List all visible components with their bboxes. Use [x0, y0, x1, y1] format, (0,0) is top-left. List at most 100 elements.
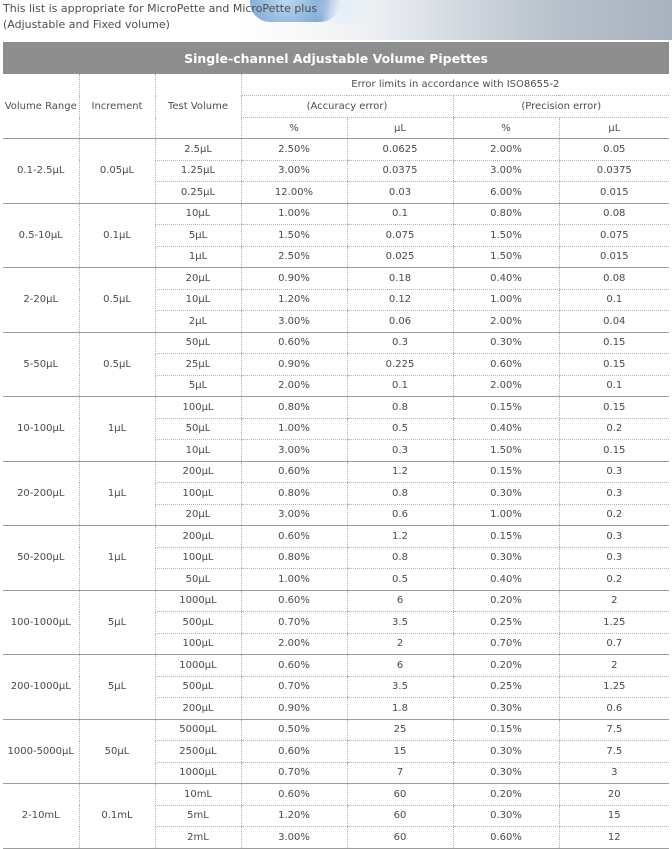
- accuracy-ul-cell: 0.5: [346, 418, 453, 440]
- precision-percent-cell: 0.30%: [452, 805, 559, 827]
- increment-cell: 0.5μL: [78, 332, 155, 397]
- accuracy-ul-cell: 0.03: [346, 181, 453, 204]
- accuracy-ul-cell: 0.3: [346, 332, 453, 354]
- accuracy-percent-cell: 0.60%: [240, 590, 347, 612]
- precision-ul-cell: 1.25: [558, 611, 670, 634]
- test-volume-cell: 500μL: [154, 611, 241, 634]
- accuracy-ul-cell: 6: [346, 654, 453, 677]
- table-row: 50μL 1.00% 0.5 0.40% 0.2: [3, 568, 670, 591]
- test-volume-cell: 5μL: [154, 375, 241, 397]
- increment-cell: 0.05μL: [78, 138, 155, 204]
- table-body: 0.1-2.5μL 0.05μL 2.5μL 2.50% 0.0625 2.00% 0.05…: [3, 138, 670, 849]
- header-accuracy: (Accuracy error): [240, 95, 453, 118]
- accuracy-ul-cell: 1.8: [346, 697, 453, 720]
- test-volume-cell: 2μL: [154, 310, 241, 333]
- accuracy-ul-cell: 0.18: [346, 267, 453, 290]
- increment-cell: 0.5μL: [78, 267, 155, 333]
- increment-cell: 1μL: [78, 461, 155, 526]
- increment-cell: 5μL: [78, 654, 155, 720]
- accuracy-percent-cell: 1.00%: [240, 418, 347, 440]
- header-increment: Increment: [78, 74, 155, 139]
- accuracy-ul-cell: 3.5: [346, 611, 453, 634]
- accuracy-ul-cell: 0.8: [346, 396, 453, 419]
- accuracy-ul-cell: 6: [346, 590, 453, 612]
- test-volume-cell: 100μL: [154, 396, 241, 419]
- precision-percent-cell: 0.40%: [452, 418, 559, 440]
- test-volume-cell: 10μL: [154, 439, 241, 462]
- precision-percent-cell: 1.50%: [452, 246, 559, 268]
- accuracy-percent-cell: 1.20%: [240, 289, 347, 311]
- accuracy-percent-cell: 0.80%: [240, 396, 347, 419]
- precision-ul-cell: 0.15: [558, 332, 670, 354]
- precision-percent-cell: 0.20%: [452, 590, 559, 612]
- accuracy-ul-cell: 3.5: [346, 676, 453, 698]
- precision-ul-cell: 0.6: [558, 697, 670, 720]
- table-row: 500μL 0.70% 3.5 0.25% 1.25: [3, 676, 670, 698]
- accuracy-ul-cell: 0.225: [346, 353, 453, 376]
- accuracy-ul-cell: 0.12: [346, 289, 453, 311]
- header-banner: This list is appropriate for MicroPette …: [0, 0, 672, 40]
- accuracy-percent-cell: 1.00%: [240, 568, 347, 591]
- accuracy-percent-cell: 0.50%: [240, 719, 347, 741]
- accuracy-ul-cell: 0.8: [346, 482, 453, 505]
- volume-range-cell: 10-100μL: [3, 396, 79, 462]
- accuracy-percent-cell: 3.00%: [240, 310, 347, 333]
- precision-percent-cell: 3.00%: [452, 160, 559, 182]
- accuracy-ul-cell: 25: [346, 719, 453, 741]
- table-row: 10-100μL 1μL 100μL 0.80% 0.8 0.15% 0.15: [3, 396, 670, 462]
- precision-ul-cell: 0.1: [558, 375, 670, 397]
- precision-percent-cell: 0.30%: [452, 482, 559, 505]
- precision-ul-cell: 0.0375: [558, 160, 670, 182]
- accuracy-ul-cell: 0.5: [346, 568, 453, 591]
- table-row: 500μL 0.70% 3.5 0.25% 1.25: [3, 611, 670, 634]
- precision-percent-cell: 0.30%: [452, 547, 559, 569]
- table-row: 5mL 1.20% 60 0.30% 15: [3, 805, 670, 827]
- precision-percent-cell: 0.30%: [452, 740, 559, 763]
- accuracy-percent-cell: 0.90%: [240, 697, 347, 720]
- accuracy-percent-cell: 0.60%: [240, 783, 347, 806]
- accuracy-ul-cell: 7: [346, 762, 453, 784]
- precision-percent-cell: 0.15%: [452, 525, 559, 548]
- table-row: 1.25μL 3.00% 0.0375 3.00% 0.0375: [3, 160, 670, 182]
- accuracy-ul-cell: 0.0375: [346, 160, 453, 182]
- test-volume-cell: 2500μL: [154, 740, 241, 763]
- table-row: 2μL 3.00% 0.06 2.00% 0.04: [3, 310, 670, 333]
- header-accuracy-ul: μL: [346, 117, 453, 139]
- table-row: 0.25μL 12.00% 0.03 6.00% 0.015: [3, 181, 670, 204]
- accuracy-ul-cell: 1.2: [346, 525, 453, 548]
- precision-percent-cell: 0.60%: [452, 353, 559, 376]
- accuracy-percent-cell: 0.60%: [240, 740, 347, 763]
- precision-percent-cell: 0.40%: [452, 568, 559, 591]
- accuracy-percent-cell: 0.80%: [240, 547, 347, 569]
- volume-range-cell: 20-200μL: [3, 461, 79, 526]
- table-row: 20μL 3.00% 0.6 1.00% 0.2: [3, 504, 670, 526]
- precision-ul-cell: 7.5: [558, 719, 670, 741]
- header-accuracy-percent: %: [240, 117, 347, 139]
- volume-range-cell: 2-10mL: [3, 783, 79, 849]
- precision-ul-cell: 0.015: [558, 181, 670, 204]
- precision-ul-cell: 0.08: [558, 203, 670, 225]
- precision-ul-cell: 0.2: [558, 504, 670, 526]
- accuracy-percent-cell: 0.80%: [240, 482, 347, 505]
- table-row: 100μL 0.80% 0.8 0.30% 0.3: [3, 547, 670, 569]
- pipette-highlight: [310, 0, 380, 24]
- accuracy-percent-cell: 0.60%: [240, 654, 347, 677]
- precision-percent-cell: 0.30%: [452, 697, 559, 720]
- accuracy-percent-cell: 0.90%: [240, 267, 347, 290]
- test-volume-cell: 2.5μL: [154, 138, 241, 161]
- accuracy-ul-cell: 60: [346, 805, 453, 827]
- table-row: 25μL 0.90% 0.225 0.60% 0.15: [3, 353, 670, 376]
- volume-range-cell: 0.1-2.5μL: [3, 138, 79, 204]
- accuracy-ul-cell: 0.1: [346, 203, 453, 225]
- table-row: 2500μL 0.60% 15 0.30% 7.5: [3, 740, 670, 763]
- accuracy-ul-cell: 0.6: [346, 504, 453, 526]
- intro-line-1: This list is appropriate for MicroPette …: [3, 2, 318, 15]
- precision-ul-cell: 7.5: [558, 740, 670, 763]
- precision-ul-cell: 0.075: [558, 224, 670, 247]
- table-row: 0.1-2.5μL 0.05μL 2.5μL 2.50% 0.0625 2.00% 0.05: [3, 138, 670, 204]
- volume-range-cell: 2-20μL: [3, 267, 79, 333]
- accuracy-percent-cell: 0.60%: [240, 525, 347, 548]
- test-volume-cell: 10mL: [154, 783, 241, 806]
- test-volume-cell: 0.25μL: [154, 181, 241, 204]
- table-row: 200-1000μL 5μL 1000μL 0.60% 6 0.20% 2: [3, 654, 670, 720]
